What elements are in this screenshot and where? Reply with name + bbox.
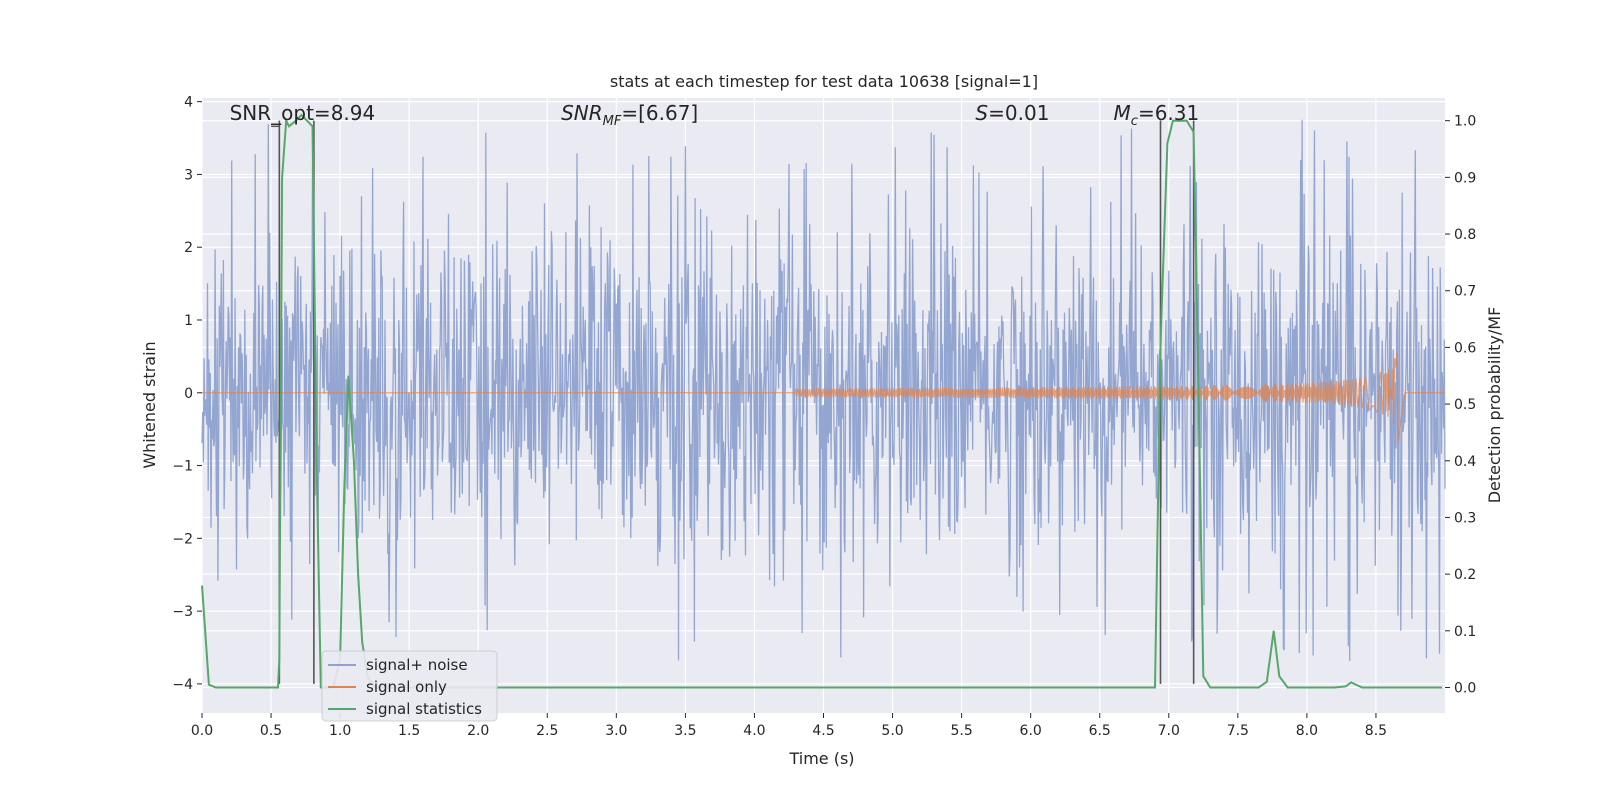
y-right-tick-label: 0.6 xyxy=(1454,340,1476,356)
y-right-tick-label: 0.3 xyxy=(1454,510,1476,526)
x-tick-label: 1.5 xyxy=(398,723,420,739)
y-right-tick-label: 0.1 xyxy=(1454,624,1476,640)
x-tick-label: 3.5 xyxy=(674,723,696,739)
x-tick-label: 6.5 xyxy=(1089,723,1111,739)
x-axis-ticks: 0.0 0.5 1.0 1.5 2.0 2.5 3.0 3.5 4.0 4.5 5.0 5.5 6.0 6… xyxy=(191,713,1387,739)
x-axis-label: Time (s) xyxy=(788,749,854,768)
y-right-tick-label: 0.2 xyxy=(1454,567,1476,583)
y-axis-left-ticks: 4 3 2 1 0 −1 −2 −3 −4 xyxy=(172,95,202,693)
y-right-tick-label: 1.0 xyxy=(1454,114,1476,130)
chart-title: stats at each timestep for test data 106… xyxy=(610,72,1038,91)
annotation: SNR_opt=8.94 xyxy=(230,101,376,125)
y-right-tick-label: 0.8 xyxy=(1454,227,1476,243)
legend-label: signal only xyxy=(366,678,447,696)
y-right-tick-label: 0.0 xyxy=(1454,680,1476,696)
x-tick-label: 7.5 xyxy=(1227,723,1249,739)
x-tick-label: 0.5 xyxy=(260,723,282,739)
y-tick-label: 0 xyxy=(184,386,193,402)
y-right-tick-label: 0.4 xyxy=(1454,454,1476,470)
y-tick-label: 1 xyxy=(184,313,193,329)
y-tick-label: −3 xyxy=(172,604,193,620)
annotations: SNR_opt=8.94 SNRMF=[6.67] S=0.01 Mc=6.31 xyxy=(230,101,1200,129)
x-tick-label: 4.0 xyxy=(743,723,765,739)
x-tick-label: 2.0 xyxy=(467,723,489,739)
series-signal-only xyxy=(202,353,1445,443)
y-tick-label: 2 xyxy=(184,240,193,256)
y-right-tick-label: 0.7 xyxy=(1454,284,1476,300)
annotation: S=0.01 xyxy=(975,101,1049,125)
x-tick-label: 8.5 xyxy=(1365,723,1387,739)
x-tick-label: 0.0 xyxy=(191,723,213,739)
legend-box xyxy=(321,650,498,722)
legend-label: signal+ noise xyxy=(366,656,468,674)
x-tick-label: 4.5 xyxy=(812,723,834,739)
y-right-tick-label: 0.5 xyxy=(1454,397,1476,413)
x-tick-label: 3.0 xyxy=(605,723,627,739)
annotation: Mc=6.31 xyxy=(1114,101,1200,129)
y-axis-label-right: Detection probability/MF xyxy=(1485,307,1504,504)
chirp-line xyxy=(202,353,1445,443)
y-tick-label: 4 xyxy=(184,95,193,111)
y-right-tick-label: 0.9 xyxy=(1454,170,1476,186)
legend: signal+ noise signal only signal statistic… xyxy=(321,650,498,722)
x-tick-label: 1.0 xyxy=(329,723,351,739)
x-tick-label: 2.5 xyxy=(536,723,558,739)
legend-label: signal statistics xyxy=(366,700,482,718)
y-tick-label: −4 xyxy=(172,677,193,693)
annotation: SNRMF=[6.67] xyxy=(561,101,698,129)
x-tick-label: 5.0 xyxy=(881,723,903,739)
y-axis-label-left: Whitened strain xyxy=(140,341,159,468)
x-tick-label: 6.0 xyxy=(1020,723,1042,739)
x-tick-label: 8.0 xyxy=(1296,723,1318,739)
y-tick-label: −1 xyxy=(172,459,193,475)
x-tick-label: 7.0 xyxy=(1158,723,1180,739)
y-tick-label: −2 xyxy=(172,531,193,547)
y-tick-label: 3 xyxy=(184,167,193,183)
x-tick-label: 5.5 xyxy=(950,723,972,739)
y-axis-right-ticks: 1.0 0.9 0.8 0.7 0.6 0.5 0.4 0.3 0.2 0.1 0.0 xyxy=(1445,114,1476,696)
